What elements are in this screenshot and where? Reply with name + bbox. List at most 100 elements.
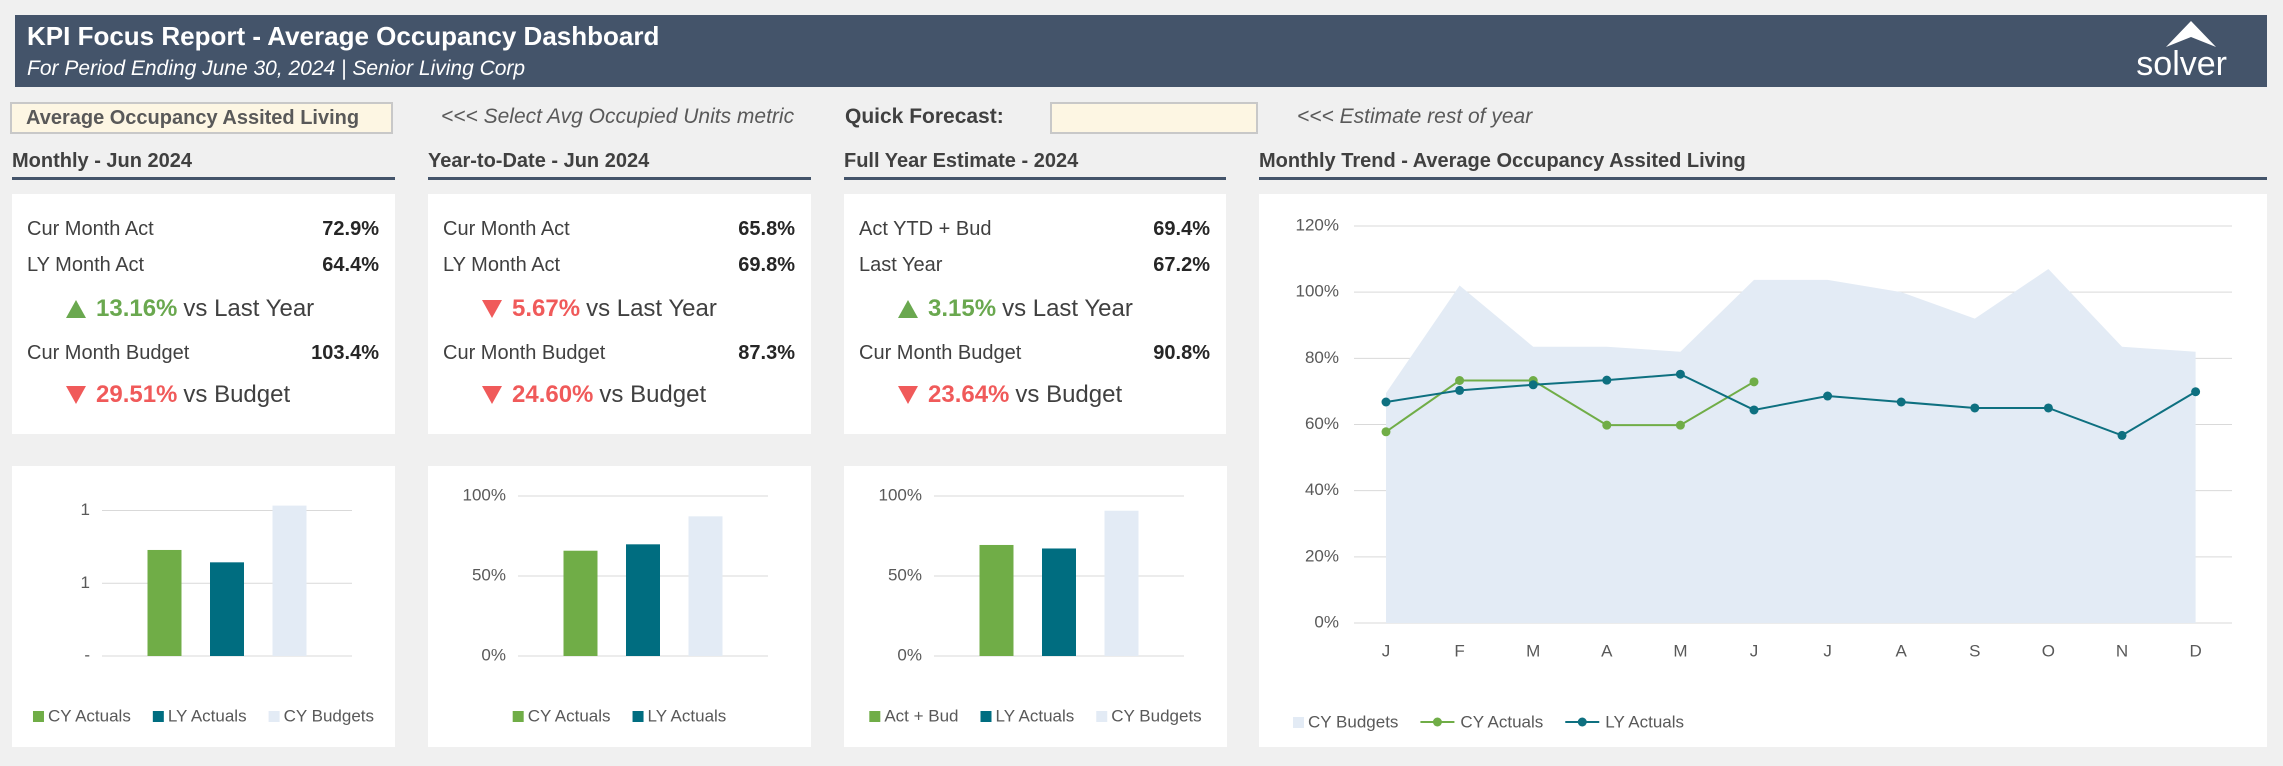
y-tick-label: 100% xyxy=(879,485,922,504)
y-tick-label: 100% xyxy=(463,485,506,504)
forecast-input[interactable] xyxy=(1050,102,1258,134)
legend: Act + Bud LY Actuals CY Budgets xyxy=(869,706,1202,725)
legend-swatch xyxy=(268,711,280,722)
bar xyxy=(1042,548,1076,656)
bar-chart: - 1 1 CY Actuals LY Actuals CY Budgets xyxy=(12,466,395,747)
variance-change: 29.51% xyxy=(96,381,178,408)
y-tick-label: 0% xyxy=(897,645,922,664)
x-tick-label: J xyxy=(1382,641,1391,660)
variance-change: 5.67% xyxy=(512,295,581,322)
kpi-row: LY Month Act 64.4% xyxy=(27,247,379,283)
legend: CY Actuals LY Actuals CY Budgets xyxy=(32,706,374,725)
kpi-value: 103.4% xyxy=(311,342,379,364)
x-tick-label: M xyxy=(1526,641,1540,660)
bar xyxy=(563,550,598,656)
legend-swatch xyxy=(1096,711,1108,722)
kpi-label: Cur Month Budget xyxy=(859,342,1022,364)
arrow-shape xyxy=(482,386,502,404)
panel-heading: Year-to-Date - Jun 2024 xyxy=(428,150,811,180)
variance-change: 23.64% xyxy=(928,381,1010,408)
kpi-label: Cur Month Budget xyxy=(27,342,190,364)
kpi-row: Last Year 67.2% xyxy=(859,247,1210,283)
y-tick-label: 100% xyxy=(1296,282,1339,301)
kpi-label: Last Year xyxy=(859,254,943,276)
line xyxy=(1385,373,2197,437)
metric-hint: <<< Select Avg Occupied Units metric xyxy=(441,105,795,128)
legend-label: LY Actuals xyxy=(1605,712,1684,731)
point xyxy=(1749,377,1759,387)
legend-label: CY Actuals xyxy=(48,706,131,725)
variance-arrow xyxy=(66,300,86,318)
kpi-row: Cur Month Act 72.9% xyxy=(27,211,379,247)
x-tick-label: O xyxy=(2042,641,2055,660)
point xyxy=(2043,403,2053,413)
metric-selector[interactable]: Average Occupancy Assited Living xyxy=(10,102,393,134)
point xyxy=(1381,427,1391,437)
x-tick-label: A xyxy=(1601,641,1613,660)
x-tick-label: S xyxy=(1969,641,1980,660)
header: KPI Focus Report - Average Occupancy Das… xyxy=(15,15,2267,87)
bar xyxy=(210,562,244,656)
bar xyxy=(626,544,660,656)
bar-chart: 0% 50% 100% CY Actuals LY Actuals xyxy=(428,466,811,747)
forecast-hint: <<< Estimate rest of year xyxy=(1297,105,1533,128)
kpi-card: Cur Month Act 65.8% LY Month Act 69.8% 5.67%… xyxy=(428,194,811,434)
variance-text: vs Budget xyxy=(183,381,291,408)
arrow-shape xyxy=(482,300,502,318)
logo-icon xyxy=(2166,21,2216,47)
y-tick-label: 1 xyxy=(81,573,90,592)
kpi-label: LY Month Act xyxy=(443,254,561,276)
variance-text: vs Budget xyxy=(599,381,707,408)
legend-swatch xyxy=(512,711,524,722)
arrow-shape xyxy=(66,300,86,318)
kpi-label: LY Month Act xyxy=(27,254,145,276)
point xyxy=(1381,397,1391,407)
kpi-label: Act YTD + Bud xyxy=(859,218,992,240)
point xyxy=(1970,403,1980,413)
variance-arrow xyxy=(898,300,918,318)
kpi-value: 69.4% xyxy=(1153,218,1210,240)
trend-heading: Monthly Trend - Average Occupancy Assite… xyxy=(1259,150,2267,180)
bar xyxy=(979,544,1014,656)
legend-swatch xyxy=(1293,717,1304,728)
y-tick-label: 1 xyxy=(81,500,90,519)
x-tick-label: M xyxy=(1673,641,1687,660)
legend-label: CY Actuals xyxy=(528,706,611,725)
kpi-row: Cur Month Act 65.8% xyxy=(443,211,795,247)
y-tick-label: 0% xyxy=(481,645,506,664)
legend-label: CY Actuals xyxy=(1460,712,1543,731)
x-tick-label: D xyxy=(2189,641,2201,660)
x-tick-label: F xyxy=(1454,641,1464,660)
bar xyxy=(147,549,182,656)
kpi-value: 72.9% xyxy=(322,218,379,240)
kpi-value: 87.3% xyxy=(738,342,795,364)
point xyxy=(1455,375,1465,385)
x-tick-label: N xyxy=(2116,641,2128,660)
point xyxy=(1528,380,1538,390)
legend-swatch xyxy=(869,711,881,722)
kpi-label: Cur Month Act xyxy=(27,218,154,240)
y-tick-label: - xyxy=(84,645,90,664)
legend-swatch xyxy=(980,711,992,722)
point xyxy=(1675,420,1685,430)
variance-arrow xyxy=(898,386,918,404)
variance-change: 24.60% xyxy=(512,381,594,408)
kpi-value: 67.2% xyxy=(1153,254,1210,276)
legend-label: CY Budgets xyxy=(1308,712,1398,731)
y-tick-label: 80% xyxy=(1305,348,1339,367)
legend-point xyxy=(1577,717,1587,727)
kpi-row: Cur Month Budget 87.3% xyxy=(443,335,795,371)
y-tick-label: 20% xyxy=(1305,546,1339,565)
point xyxy=(1749,405,1759,415)
bar xyxy=(1104,510,1139,656)
legend-swatch xyxy=(632,711,644,722)
legend-label: LY Actuals xyxy=(168,706,247,725)
bar-chart: 0% 50% 100% Act + Bud LY Actuals CY Budgets xyxy=(844,466,1227,747)
panel-heading: Full Year Estimate - 2024 xyxy=(844,150,1226,180)
y-tick-label: 50% xyxy=(472,565,506,584)
legend-label: LY Actuals xyxy=(996,706,1075,725)
forecast-label: Quick Forecast: xyxy=(845,105,1004,128)
kpi-value: 64.4% xyxy=(322,254,379,276)
legend-label: LY Actuals xyxy=(648,706,727,725)
legend-swatch xyxy=(152,711,164,722)
